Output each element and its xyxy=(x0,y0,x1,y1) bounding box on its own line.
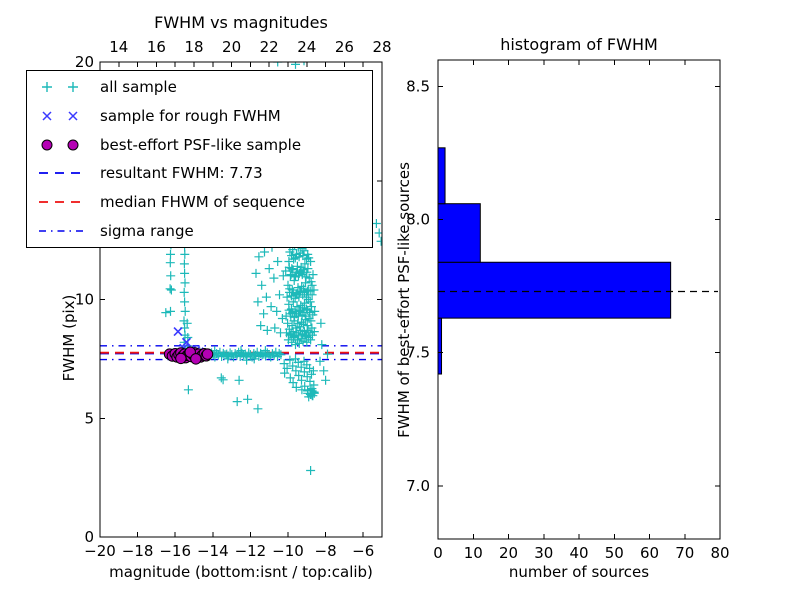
x-marker-icon xyxy=(42,111,78,121)
legend-label: all sample xyxy=(100,78,177,97)
legend-item-rough-fwhm: sample for rough FWHM xyxy=(33,102,372,129)
y-tick-label: 8.5 xyxy=(406,78,430,96)
bottom-tick-label: 10 xyxy=(464,544,483,562)
y-tick-label: 10 xyxy=(75,291,94,309)
y-tick-label: 0 xyxy=(84,528,94,546)
y-tick-label: 7.5 xyxy=(406,344,430,362)
top-tick-label: 20 xyxy=(222,38,241,56)
histogram-bar xyxy=(438,147,446,205)
top-tick-label: 16 xyxy=(147,38,166,56)
bottom-tick-label: −10 xyxy=(272,542,304,560)
scatter-xlabel: magnitude (bottom:isnt / top:calib) xyxy=(109,563,373,581)
legend-item-all-sample: all sample xyxy=(33,74,372,101)
legend-item-resultant-fwhm: resultant FWHM: 7.73 xyxy=(33,160,372,187)
histogram-plot-area: 0 10 20 30 40 50 60 70 80 7.0 7.5 8.0 8.5 xyxy=(406,59,730,562)
bottom-tick-label: 20 xyxy=(499,544,518,562)
y-tick-label: 8.0 xyxy=(406,211,430,229)
legend-item-psf-sample: best-effort PSF-like sample xyxy=(33,131,372,158)
red-dashed-line-icon xyxy=(39,201,83,203)
blue-dashed-line-icon xyxy=(39,172,83,175)
y-tick-label: 5 xyxy=(84,409,94,427)
blue-dashdot-line-icon xyxy=(39,229,83,232)
legend-label: resultant FWHM: 7.73 xyxy=(100,164,263,183)
top-tick-label: 26 xyxy=(335,38,354,56)
bottom-tick-label: 30 xyxy=(534,544,553,562)
bottom-tick-label: −6 xyxy=(352,542,374,560)
histogram-title: histogram of FWHM xyxy=(500,35,658,54)
legend-label: sigma range xyxy=(100,221,194,240)
histogram-bar xyxy=(438,203,481,263)
legend-label: median FHWM of sequence xyxy=(100,192,305,211)
bottom-tick-label: 80 xyxy=(710,544,729,562)
histogram-bar xyxy=(438,261,672,319)
plus-marker-icon xyxy=(42,82,78,93)
circle-marker-icon xyxy=(41,139,79,151)
legend-label: sample for rough FWHM xyxy=(100,106,281,125)
bottom-tick-label: 40 xyxy=(569,544,588,562)
scatter-ylabel: FWHM (pix) xyxy=(60,295,78,382)
bottom-tick-label: −8 xyxy=(315,542,337,560)
top-tick-label: 14 xyxy=(109,38,128,56)
series-circle xyxy=(163,346,214,365)
bottom-tick-label: −12 xyxy=(235,542,267,560)
top-tick-label: 22 xyxy=(260,38,279,56)
legend-label: best-effort PSF-like sample xyxy=(100,135,302,154)
scatter-points xyxy=(161,62,382,475)
histogram-bars xyxy=(438,147,672,375)
y-tick-label: 20 xyxy=(75,53,94,71)
y-tick-label: 7.0 xyxy=(406,477,430,495)
bottom-tick-label: 60 xyxy=(640,544,659,562)
bottom-tick-label: 0 xyxy=(433,544,443,562)
bottom-tick-label: −18 xyxy=(122,542,154,560)
scatter-title: FWHM vs magnitudes xyxy=(154,13,328,32)
top-tick-label: 24 xyxy=(297,38,316,56)
histogram-ylabel: FWHM of best-effort PSF-like sources xyxy=(395,162,413,438)
bottom-tick-label: −20 xyxy=(84,542,116,560)
legend-item-sigma-range: sigma range xyxy=(33,217,372,244)
legend: all sample sample for rough FWHM best-ef… xyxy=(26,70,373,248)
legend-item-median-fwhm: median FHWM of sequence xyxy=(33,188,372,215)
bottom-tick-label: 70 xyxy=(675,544,694,562)
bottom-tick-label: −14 xyxy=(197,542,229,560)
histogram-xlabel: number of sources xyxy=(509,563,649,581)
bottom-tick-label: −16 xyxy=(159,542,191,560)
top-tick-label: 18 xyxy=(184,38,203,56)
top-tick-label: 28 xyxy=(372,38,391,56)
histogram-plot: histogram of FWHM number of sources FWHM… xyxy=(395,35,730,581)
bottom-tick-label: 50 xyxy=(605,544,624,562)
